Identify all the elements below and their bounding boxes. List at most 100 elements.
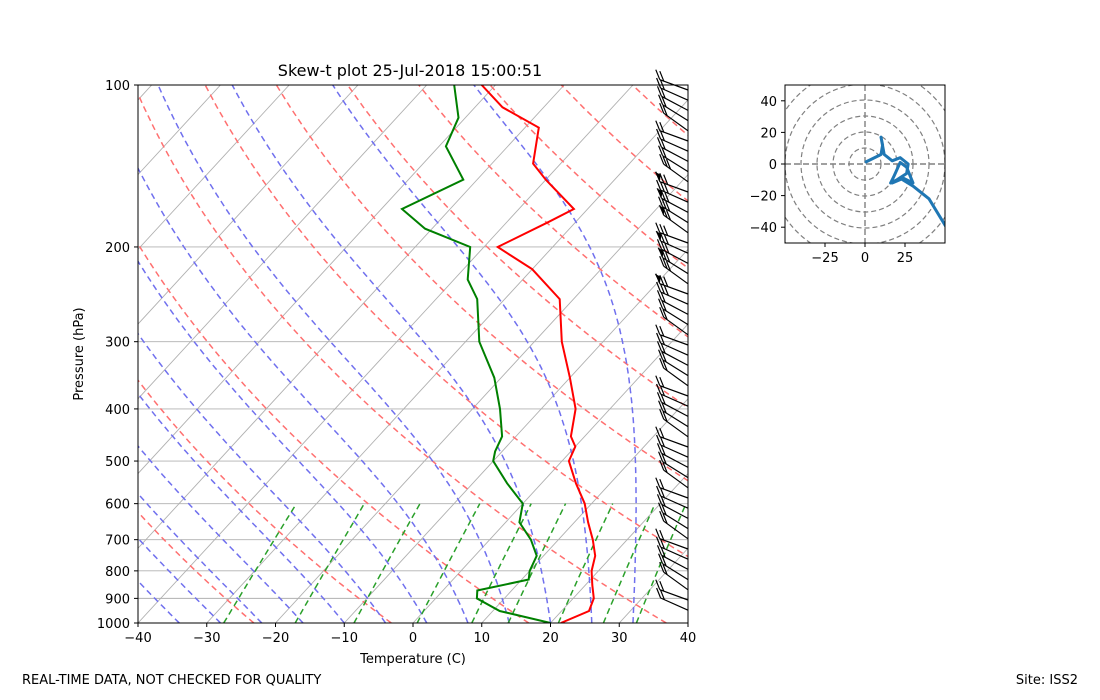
wind-barb-staff [663, 520, 689, 540]
hodograph-line [864, 135, 945, 229]
wind-barb [656, 341, 689, 366]
hodograph-y-tick-label: 20 [760, 126, 777, 141]
wind-barb-feather [655, 375, 661, 386]
wind-barb-staff [660, 342, 689, 356]
hodograph-y-tick-label: −20 [750, 190, 777, 205]
wind-barb-feather [659, 121, 665, 133]
wind-barb-feather [663, 174, 669, 185]
wind-barb-feather [661, 351, 667, 363]
wind-barb-feather [656, 137, 663, 148]
wind-barb-feather [659, 130, 665, 141]
moist-adiabat [138, 392, 345, 623]
profile-lines [400, 85, 597, 623]
isotherm-line [343, 248, 688, 623]
wind-barb-feather [663, 234, 669, 245]
wind-barb-feather [659, 427, 665, 439]
wind-barb-feather [656, 290, 663, 301]
wind-barb [656, 536, 689, 560]
skewt-axes: Skew-t plot 25-Jul-2018 15:00:51 −40 −30−… [72, 61, 696, 667]
x-tick-label: 0 [409, 631, 417, 646]
wind-barb-feather [656, 383, 662, 395]
wind-barb-feather [659, 102, 665, 114]
wind-barb-feather [665, 209, 672, 221]
wind-barb-feather [665, 158, 672, 170]
wind-barb-feather [659, 385, 665, 396]
wind-barb [659, 255, 689, 285]
wind-barb-feather [659, 325, 665, 337]
wind-barb-feather [659, 459, 665, 471]
wind-barb [658, 400, 689, 428]
wind-barb-staff [662, 563, 689, 581]
moist-adiabat [138, 444, 304, 623]
wind-barb-feather [660, 547, 666, 558]
mixing-ratio-line [557, 503, 614, 623]
wind-barb-feather [665, 260, 672, 272]
wind-barb-feather [658, 196, 664, 207]
wind-barb-feather [659, 580, 665, 592]
wind-barb-staff [661, 146, 689, 162]
hodograph-x-tick-label: 25 [897, 251, 914, 266]
wind-barb-feather [659, 153, 665, 165]
wind-barb [656, 485, 689, 509]
wind-barb-staff [662, 104, 689, 122]
wind-barb-feather [663, 183, 669, 194]
moist-adiabat [138, 492, 263, 623]
isotherm-line [138, 85, 634, 623]
wind-barb-staff [663, 571, 689, 591]
site-label: Site: ISS2 [1015, 673, 1078, 688]
wind-barb [655, 477, 689, 499]
wind-barb-feather [659, 306, 665, 318]
quality-disclaimer: REAL-TIME DATA, NOT CHECKED FOR QUALITY [22, 673, 322, 688]
wind-barb-feather [661, 453, 667, 465]
wind-barb-feather [661, 402, 667, 414]
wind-barb-feather [655, 222, 661, 233]
wind-barb [658, 349, 689, 377]
wind-barb-staff [663, 469, 689, 489]
wind-barb-feather [659, 478, 665, 490]
wind-barb [658, 298, 689, 326]
wind-barb-feather [659, 408, 665, 420]
wind-barb-staff [663, 367, 689, 387]
wind-barb-staff [659, 334, 689, 346]
x-tick-label: −40 [124, 631, 151, 646]
wind-barb [655, 120, 689, 142]
wind-barb-feather [662, 105, 668, 116]
dry-adiabat [138, 242, 530, 623]
plot-title: Skew-t plot 25-Jul-2018 15:00:51 [278, 61, 542, 80]
wind-barb-feather [658, 94, 664, 105]
wind-barb-feather [656, 332, 662, 344]
wind-barb-feather [662, 258, 668, 269]
dry-adiabat [275, 85, 688, 482]
wind-barb-staff [661, 197, 689, 213]
wind-barb-feather [656, 77, 662, 89]
wind-barb [659, 357, 689, 387]
y-tick-label: 100 [105, 79, 130, 94]
moist-adiabat [332, 85, 593, 623]
wind-barb-feather [660, 292, 666, 303]
y-tick-label: 900 [105, 592, 130, 607]
wind-barb-feather [660, 139, 666, 150]
wind-barb-feather [660, 445, 666, 456]
wind-barb-feather [663, 225, 669, 236]
wind-barb-pennant [655, 231, 662, 241]
hodograph-axes: −25 0 25 40 20 0 −20 −40 [750, 84, 946, 266]
wind-barb [656, 332, 689, 356]
wind-barb-staff [659, 385, 689, 397]
hodograph-ring [800, 99, 930, 229]
wind-barb [659, 102, 689, 132]
y-tick-label: 800 [105, 565, 130, 580]
wind-barb-staff [660, 189, 689, 203]
wind-barb-feather [660, 496, 666, 507]
wind-barb-feather [659, 529, 665, 541]
wind-barb [658, 451, 689, 479]
mixing-ratio-line [471, 503, 532, 623]
y-ticks: 1000 900 800 700 600 500 400 300 200 100 [97, 79, 138, 632]
wind-barb [658, 502, 689, 530]
wind-barb-pennant [654, 171, 661, 182]
wind-barb-pennant [658, 205, 665, 216]
wind-barb-feather [664, 192, 670, 203]
wind-barb-feather [656, 239, 663, 250]
wind-barb-feather [655, 324, 661, 335]
wind-barb [658, 145, 689, 173]
